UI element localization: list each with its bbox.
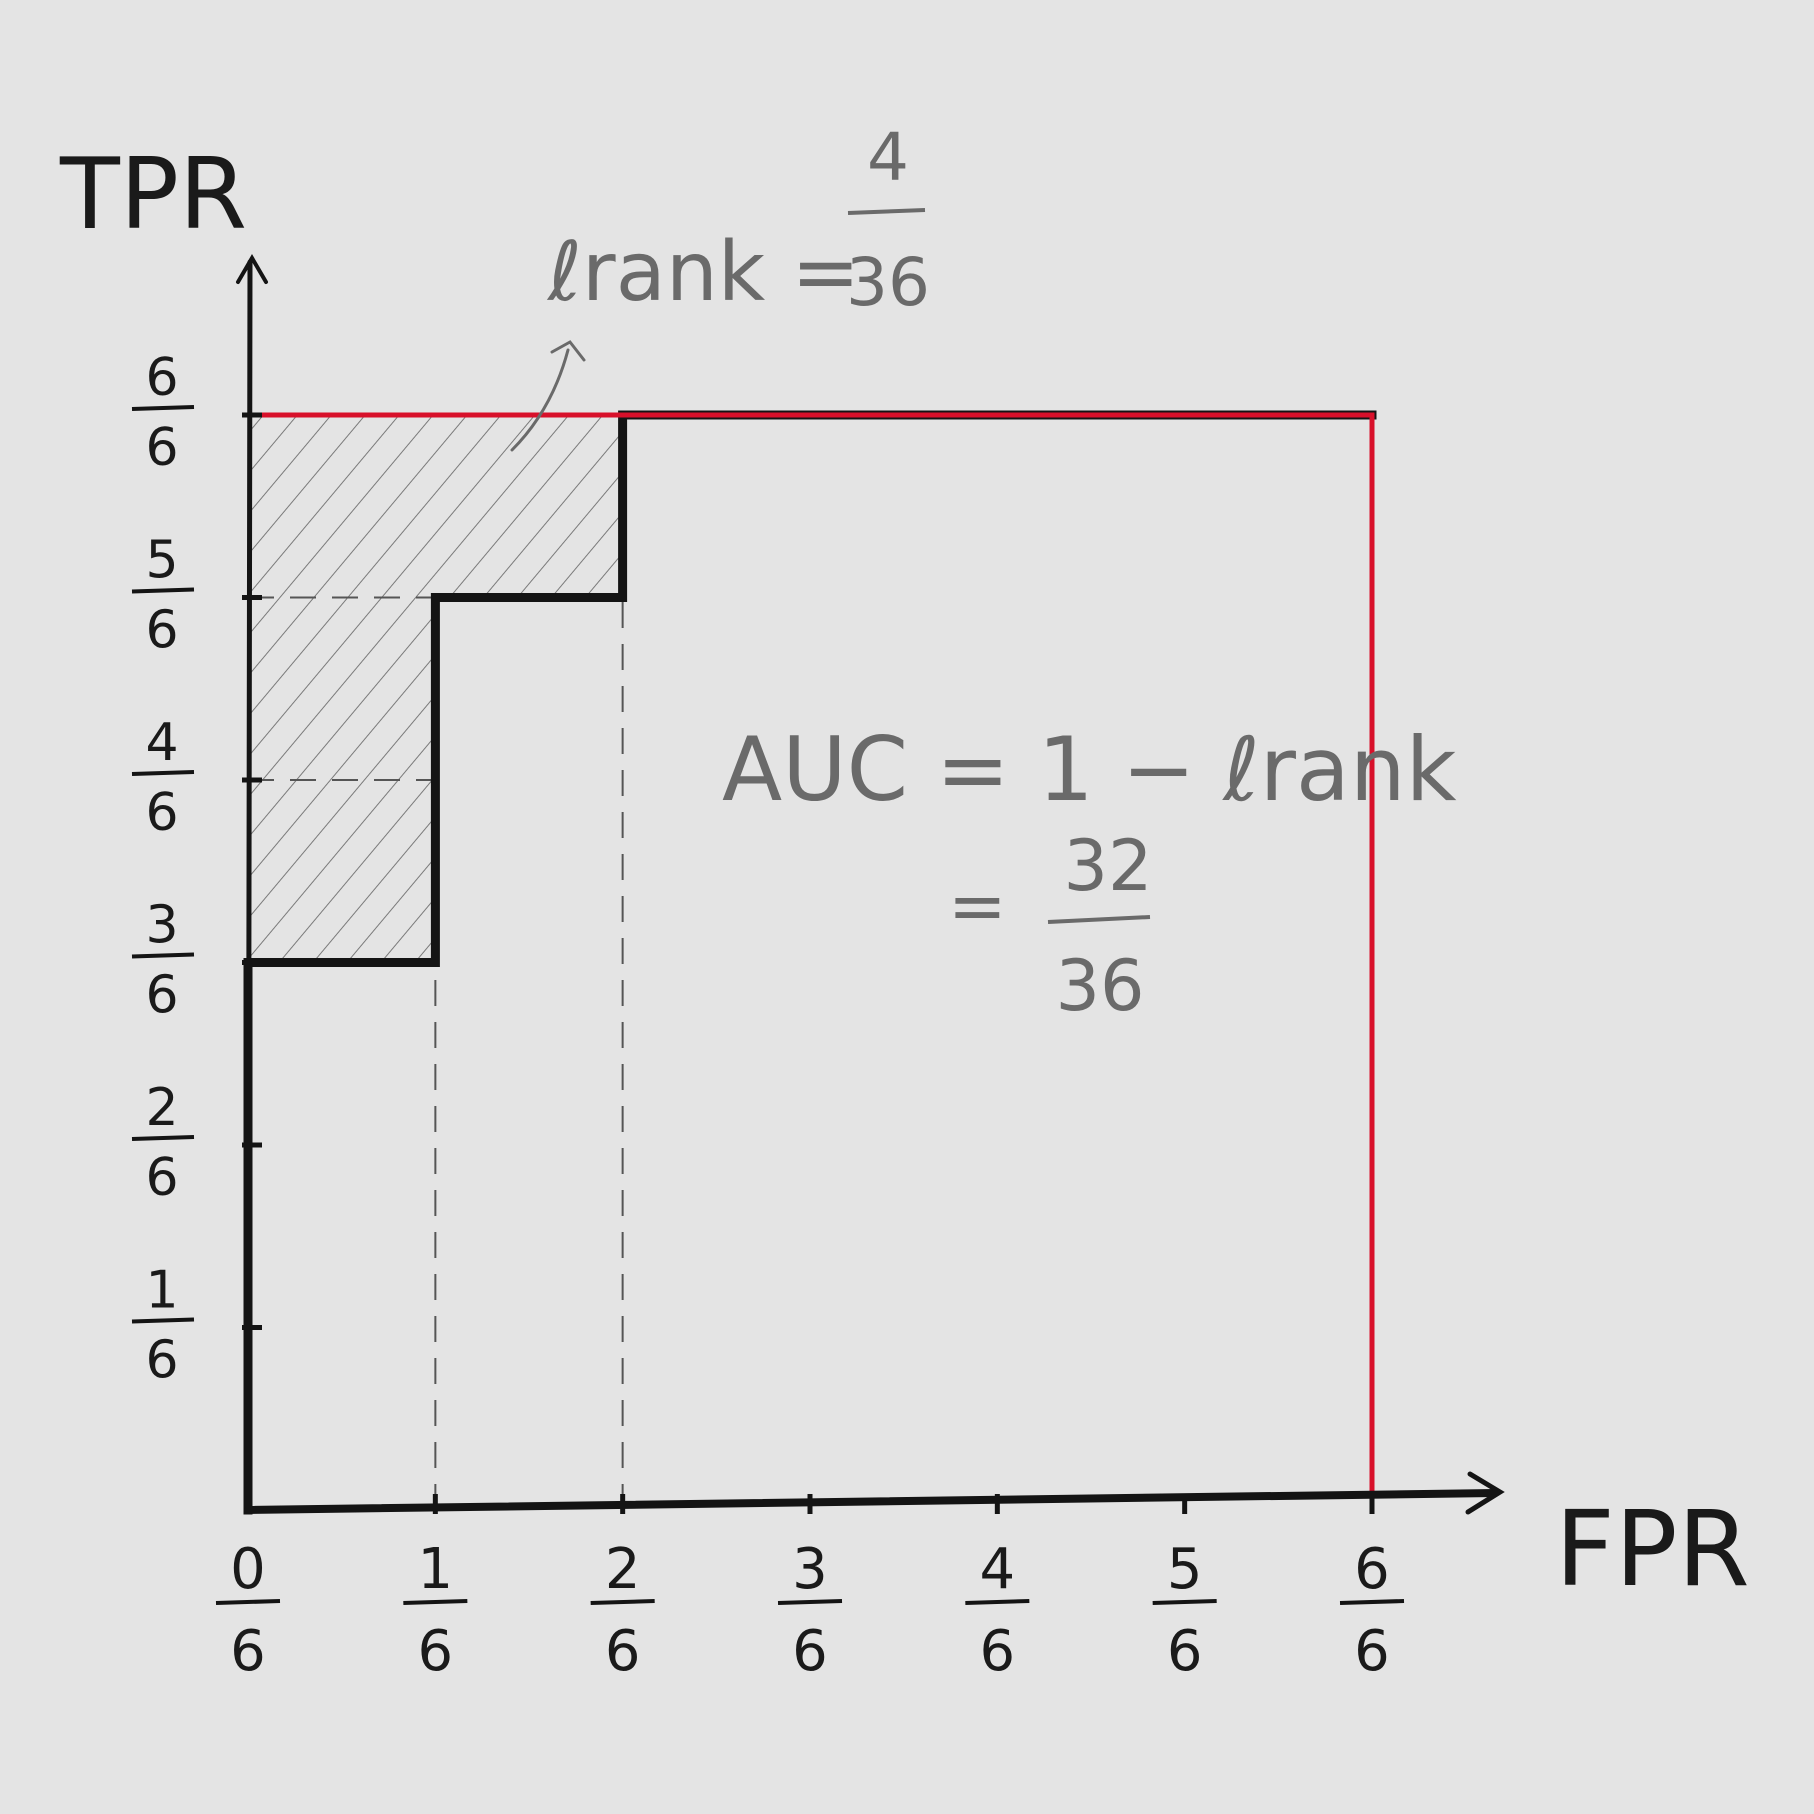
x-tick-fraction-bar-0	[215, 1599, 281, 1605]
y-tick-numerator-5: 5	[145, 531, 178, 591]
y-tick-fraction-bar-6	[131, 405, 195, 411]
lrank-equation-lhs: ℓrank =	[546, 225, 860, 320]
y-tick-numerator-2: 2	[145, 1078, 178, 1138]
x-tick-fraction-bar-2	[590, 1599, 655, 1605]
y-axis-ticks: 1 6 2 6 3 6 4 6 5 6 6 6	[131, 348, 262, 1391]
x-axis-ticks: 0 6 1 6 2 6 3 6 4 6 5 6 6 6	[215, 1494, 1405, 1684]
y-axis-label: TPR	[59, 138, 247, 252]
y-tick-fraction-bar-4	[131, 770, 195, 776]
y-tick-fraction-bar-3	[131, 952, 195, 959]
y-tick-denominator-3: 6	[145, 966, 178, 1026]
auc-numerator: 32	[1063, 825, 1152, 907]
x-tick-denominator-3: 6	[792, 1619, 828, 1684]
ideal-boundary-line	[245, 412, 1375, 1513]
y-tick-denominator-6: 6	[145, 418, 178, 478]
y-tick-fraction-bar-5	[131, 587, 195, 594]
lrank-fraction-bar	[847, 208, 926, 215]
y-tick-denominator-5: 6	[145, 601, 178, 661]
x-tick-denominator-4: 6	[980, 1619, 1016, 1684]
lrank-annotation: ℓrank = 4 36	[510, 119, 930, 452]
lrank-arrow-icon	[510, 340, 586, 452]
lrank-numerator: 4	[867, 119, 909, 196]
x-tick-numerator-6: 6	[1354, 1537, 1390, 1602]
y-tick-denominator-2: 6	[145, 1148, 178, 1208]
y-tick-numerator-4: 4	[145, 713, 178, 773]
x-tick-numerator-0: 0	[230, 1537, 266, 1602]
x-axis-label: FPR	[1555, 1488, 1750, 1610]
x-tick-denominator-2: 6	[605, 1619, 641, 1684]
lrank-denominator: 36	[846, 244, 930, 321]
x-tick-denominator-1: 6	[418, 1619, 454, 1684]
auc-equation: AUC = 1 − ℓrank	[722, 718, 1457, 821]
auc-annotation: AUC = 1 − ℓrank = 32 36	[722, 718, 1457, 1027]
x-tick-numerator-3: 3	[792, 1537, 828, 1602]
auc-equals-sign: =	[948, 865, 1007, 947]
x-tick-denominator-0: 6	[230, 1619, 266, 1684]
y-axis-arrow-icon	[236, 254, 268, 284]
x-axis-line	[244, 1489, 1499, 1514]
y-tick-numerator-3: 3	[145, 896, 178, 956]
y-tick-denominator-1: 6	[145, 1331, 178, 1391]
x-axis-arrow-icon	[1465, 1471, 1505, 1515]
auc-fraction-bar	[1047, 915, 1151, 924]
y-tick-numerator-1: 1	[145, 1261, 178, 1321]
y-axis-line	[245, 259, 253, 1513]
x-tick-numerator-5: 5	[1167, 1537, 1203, 1602]
plot-area	[243, 410, 1377, 1515]
x-tick-numerator-1: 1	[418, 1537, 454, 1602]
y-tick-fraction-bar-1	[131, 1317, 195, 1324]
auc-denominator: 36	[1055, 945, 1144, 1027]
y-tick-fraction-bar-2	[131, 1135, 195, 1141]
x-tick-denominator-6: 6	[1354, 1619, 1390, 1684]
x-tick-denominator-5: 6	[1167, 1619, 1203, 1684]
y-tick-denominator-4: 6	[145, 783, 178, 843]
x-tick-numerator-2: 2	[605, 1537, 641, 1602]
x-tick-fraction-bar-3	[777, 1599, 843, 1605]
x-tick-fraction-bar-5	[1152, 1599, 1217, 1605]
x-tick-fraction-bar-1	[403, 1599, 468, 1605]
x-tick-fraction-bar-4	[965, 1599, 1030, 1605]
y-tick-numerator-6: 6	[145, 348, 178, 408]
x-tick-numerator-4: 4	[980, 1537, 1016, 1602]
x-tick-fraction-bar-6	[1339, 1599, 1405, 1605]
